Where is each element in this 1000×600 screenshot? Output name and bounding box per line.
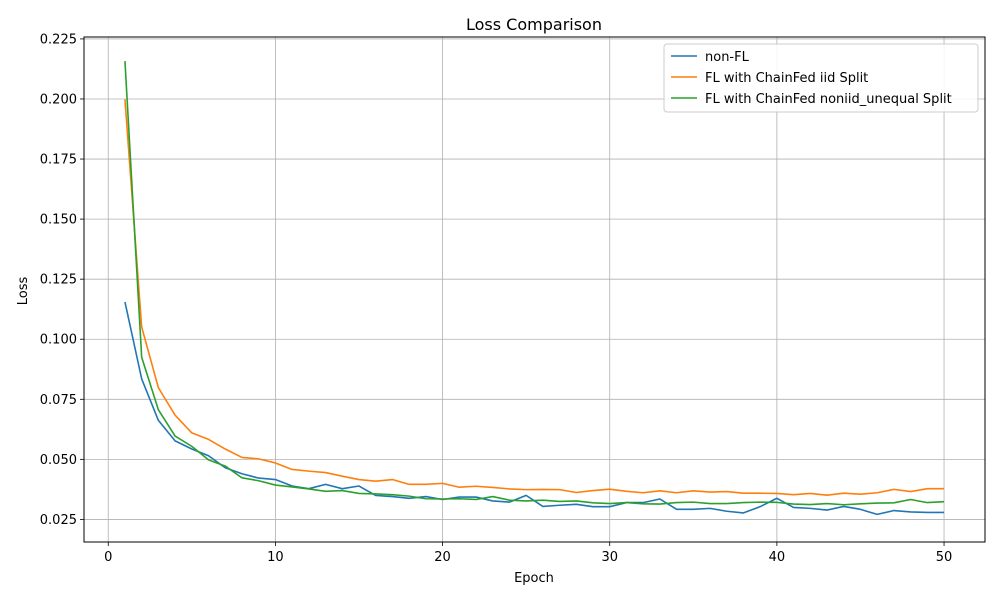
y-tick-label: 0.125 — [40, 273, 77, 288]
y-axis-label: Loss — [16, 277, 31, 306]
y-tick-label: 0.175 — [40, 153, 77, 168]
x-tick-label: 20 — [434, 550, 451, 565]
y-tick-label: 0.025 — [40, 513, 77, 528]
x-tick-label: 10 — [267, 550, 284, 565]
legend-label: FL with ChainFed noniid_unequal Split — [705, 92, 952, 107]
x-tick-label: 40 — [769, 550, 786, 565]
plot-frame — [83, 36, 986, 543]
axes: 0 10 20 30 40 50 0.025 0.050 0.075 0.100 0.125 0.15… — [40, 32, 953, 565]
x-tick-label: 50 — [936, 550, 953, 565]
x-tick-label: 0 — [104, 550, 112, 565]
legend: non-FL FL with ChainFed iid Split FL with … — [663, 43, 979, 113]
legend-label: FL with ChainFed iid Split — [705, 71, 868, 86]
chart-title: Loss Comparison — [466, 15, 602, 34]
y-tick-label: 0.150 — [40, 213, 77, 228]
legend-label: non-FL — [705, 50, 750, 65]
y-tick-label: 0.100 — [40, 333, 77, 348]
y-tick-label: 0.200 — [40, 92, 77, 107]
series-line-2 — [124, 99, 945, 496]
series-lines — [124, 60, 945, 516]
y-tick-label: 0.075 — [40, 393, 77, 408]
legend-box — [663, 43, 979, 113]
grid — [84, 37, 985, 542]
x-axis-label: Epoch — [514, 571, 554, 586]
y-tick-label: 0.050 — [40, 453, 77, 468]
x-tick-label: 30 — [601, 550, 618, 565]
y-tick-label: 0.225 — [40, 32, 77, 47]
series-line-3 — [124, 60, 945, 506]
